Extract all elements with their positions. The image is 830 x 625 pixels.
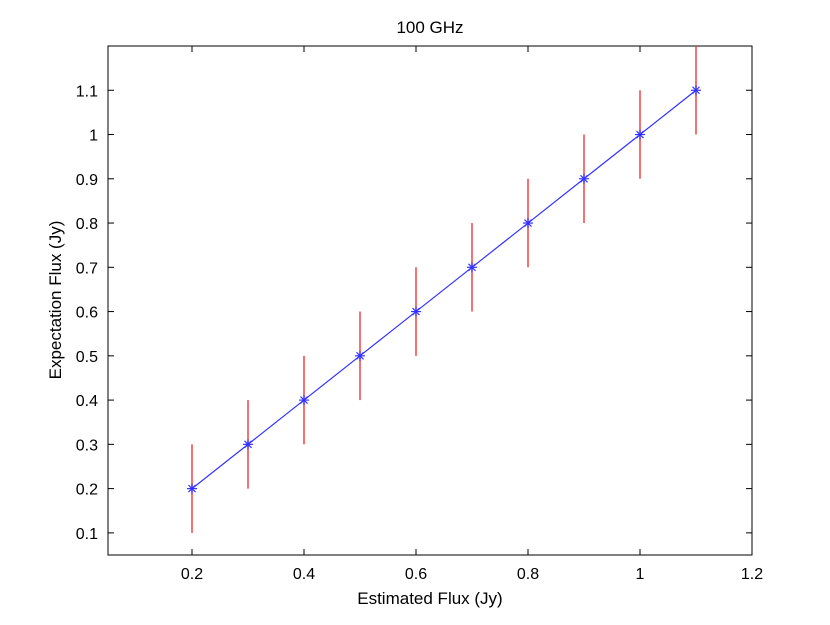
y-tick-label: 1 bbox=[89, 128, 98, 145]
y-tick-label: 0.2 bbox=[76, 482, 98, 499]
data-point bbox=[299, 395, 309, 406]
data-point bbox=[187, 483, 197, 494]
y-tick-label: 0.5 bbox=[76, 349, 98, 366]
x-axis-label: Estimated Flux (Jy) bbox=[357, 589, 502, 608]
y-tick-label: 0.8 bbox=[76, 216, 98, 233]
x-tick-label: 1.2 bbox=[741, 566, 763, 583]
data-point bbox=[411, 306, 421, 317]
y-axis: 0.1 0.2 0.3 0.4 0.5 0.6 0.7 0.8 0.9 1 1.1 bbox=[76, 83, 752, 543]
series-line-group bbox=[191, 89, 697, 490]
x-tick-label: 0.4 bbox=[293, 566, 315, 583]
y-tick-label: 1.1 bbox=[76, 83, 98, 100]
y-tick-label: 0.7 bbox=[76, 260, 98, 277]
y-tick-label: 0.1 bbox=[76, 526, 98, 543]
data-point bbox=[635, 129, 645, 140]
data-point bbox=[355, 350, 365, 361]
x-tick-label: 0.2 bbox=[181, 566, 203, 583]
x-tick-label: 0.6 bbox=[405, 566, 427, 583]
y-tick-label: 0.9 bbox=[76, 172, 98, 189]
data-point bbox=[467, 262, 477, 273]
data-point bbox=[523, 218, 533, 229]
y-axis-label: Expectation Flux (Jy) bbox=[46, 221, 65, 380]
data-point bbox=[243, 439, 253, 450]
x-tick-label: 0.8 bbox=[517, 566, 539, 583]
y-tick-label: 0.6 bbox=[76, 305, 98, 322]
plot-area bbox=[107, 45, 753, 556]
y-tick-label: 0.3 bbox=[76, 437, 98, 454]
data-point bbox=[691, 85, 701, 96]
x-tick-label: 1 bbox=[636, 566, 645, 583]
x-axis: 0.2 0.4 0.6 0.8 1 1.2 bbox=[181, 46, 763, 583]
y-tick-label: 0.4 bbox=[76, 393, 98, 410]
chart-title: 100 GHz bbox=[396, 18, 463, 37]
series-line bbox=[191, 89, 697, 490]
data-point bbox=[579, 173, 589, 184]
data-markers bbox=[187, 85, 701, 494]
